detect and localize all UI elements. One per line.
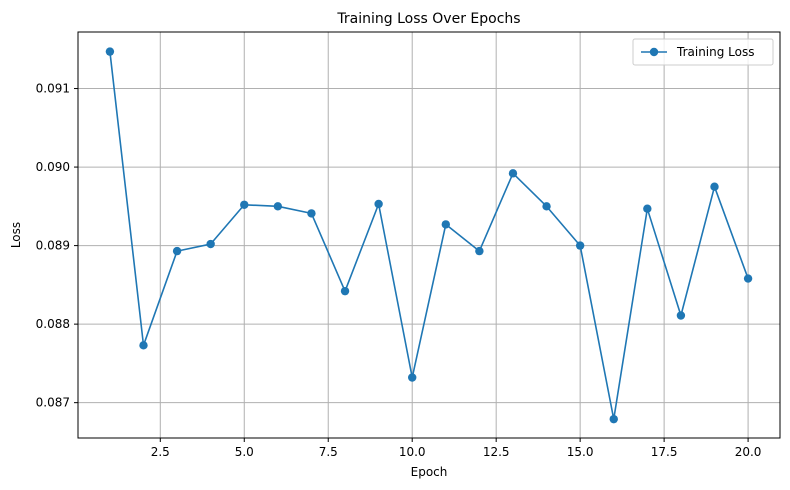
legend-label-training-loss: Training Loss — [676, 45, 754, 59]
data-point — [172, 246, 182, 256]
y-tick-label: 0.087 — [36, 396, 70, 410]
data-point — [508, 169, 518, 178]
y-tick-label: 0.091 — [36, 82, 70, 96]
data-point — [676, 311, 686, 320]
x-axis-label: Epoch — [411, 465, 448, 479]
chart-title: Training Loss Over Epochs — [336, 11, 520, 27]
data-points — [105, 47, 753, 424]
data-point — [743, 274, 753, 283]
x-axis-ticks: 2.5 5.0 7.5 10.0 12.5 15.0 17.5 20.0 — [151, 438, 762, 459]
y-tick-label: 0.088 — [36, 317, 70, 331]
data-point — [575, 241, 585, 250]
x-tick-label: 7.5 — [319, 445, 338, 459]
data-point — [206, 239, 215, 249]
data-point — [475, 246, 484, 256]
data-point — [643, 204, 652, 213]
data-point — [609, 414, 618, 424]
data-point — [340, 286, 350, 296]
y-tick-label: 0.089 — [36, 239, 70, 253]
legend: Training Loss — [632, 38, 774, 66]
data-point — [542, 202, 551, 211]
x-tick-label: 20.0 — [735, 445, 762, 459]
data-point — [139, 341, 148, 350]
data-point — [441, 220, 450, 229]
series-lines — [109, 51, 749, 420]
legend-box — [632, 38, 774, 66]
y-tick-label: 0.090 — [36, 160, 70, 174]
x-tick-label: 2.5 — [151, 445, 170, 459]
data-point — [105, 47, 115, 56]
data-point — [307, 209, 316, 218]
data-point — [408, 373, 417, 382]
data-point — [374, 199, 383, 209]
y-axis-ticks: 0.087 0.088 0.089 0.090 0.091 — [36, 82, 78, 410]
data-point — [240, 200, 249, 209]
plot-frame — [77, 31, 781, 439]
y-axis-label: Loss — [9, 222, 23, 248]
grid-lines — [78, 32, 780, 438]
x-tick-label: 10.0 — [399, 445, 426, 459]
x-tick-label: 5.0 — [235, 445, 254, 459]
series-line-training-loss — [109, 51, 749, 420]
x-tick-label: 17.5 — [651, 445, 678, 459]
x-tick-label: 12.5 — [483, 445, 510, 459]
x-tick-label: 15.0 — [567, 445, 594, 459]
legend-marker-sample — [649, 47, 659, 57]
data-point — [273, 202, 283, 211]
data-point — [710, 182, 719, 191]
